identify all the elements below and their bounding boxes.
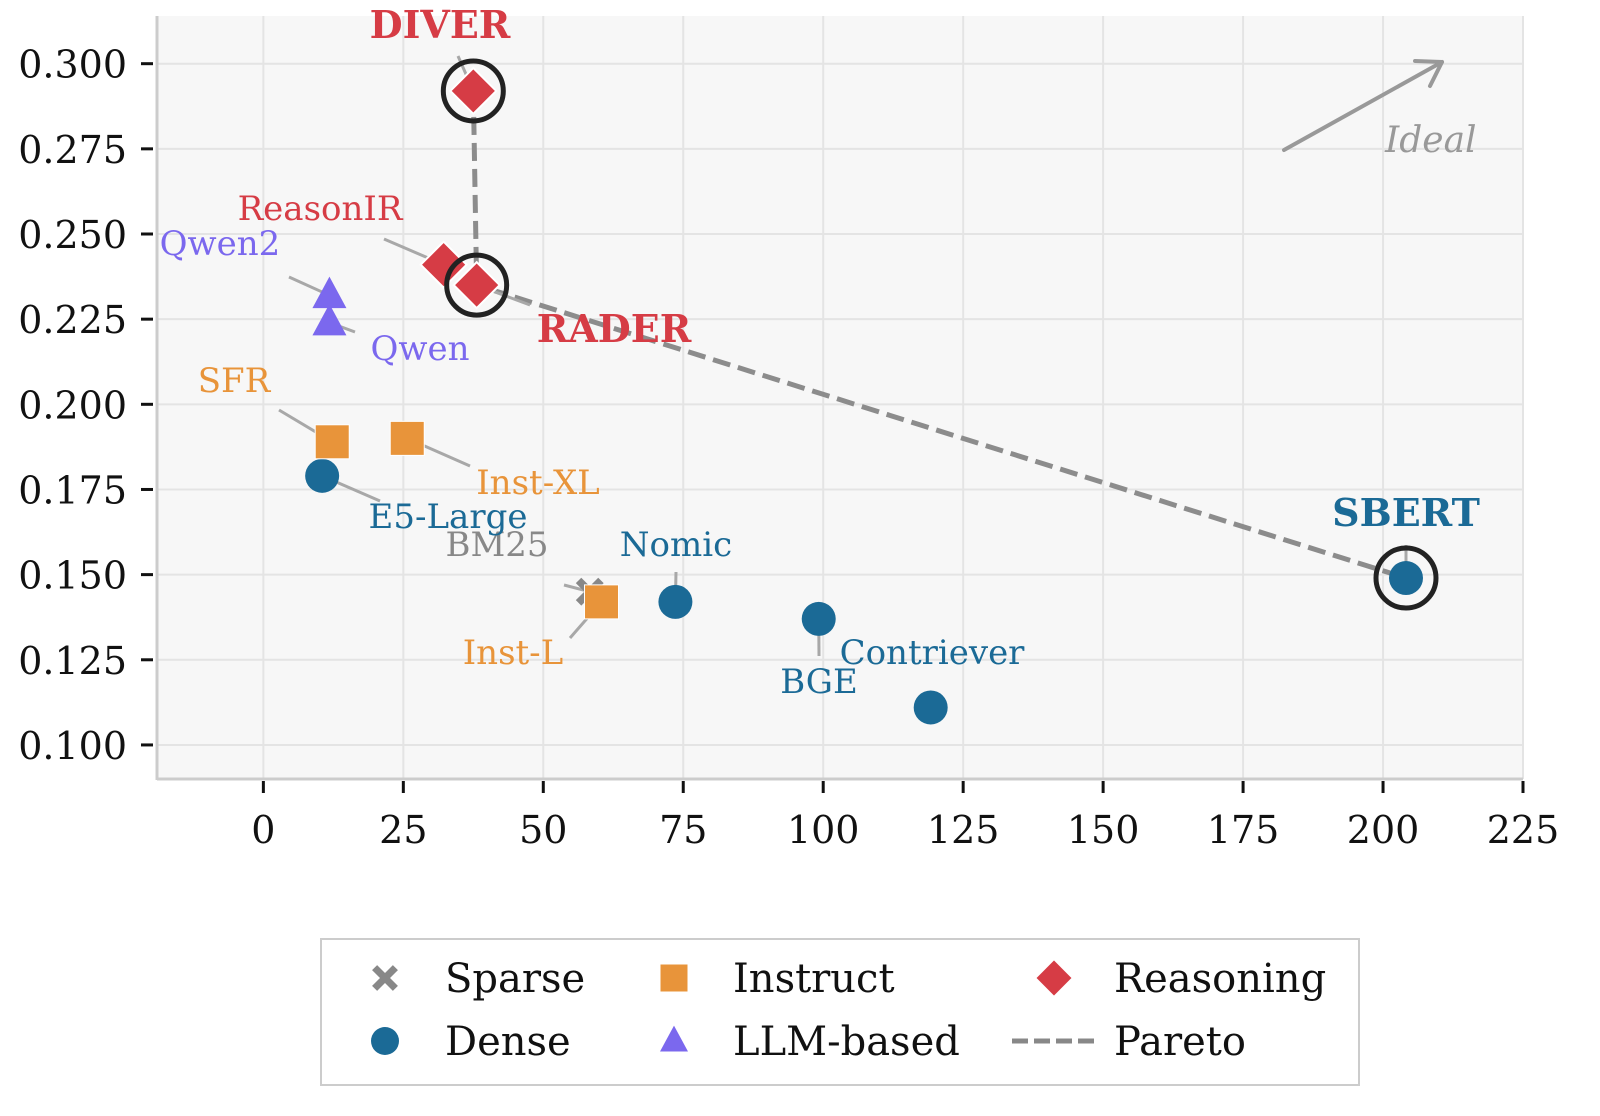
x-tick-label: 25 (379, 808, 427, 852)
highlight-ring-rader (444, 252, 510, 318)
label-rader: RADER (537, 306, 692, 351)
marker-rader (452, 260, 502, 310)
x-tick-label: 0 (251, 808, 275, 852)
marker-diver (448, 66, 498, 116)
x-tick-label: 125 (927, 808, 1000, 852)
marker-sbert (1388, 561, 1423, 596)
x-tick-label: 75 (659, 808, 707, 852)
x-tick-label: 175 (1207, 808, 1280, 852)
ideal-arrowhead-icon (1413, 59, 1444, 88)
marker-inst-xl (389, 420, 425, 456)
y-tick-label: 0.225 (18, 298, 127, 342)
label-bm25: BM25 (445, 525, 548, 565)
x-stroke (372, 965, 398, 991)
y-tick-label: 0.150 (18, 554, 127, 598)
marker-reasonir (419, 240, 469, 290)
ideal-label: Ideal (1384, 120, 1477, 161)
label-contriever: Contriever (840, 633, 1026, 673)
highlight-ring-sbert (1373, 545, 1439, 611)
legend-label-sparse: Sparse (445, 956, 585, 1002)
label-nomic: Nomic (620, 525, 732, 565)
grid-lines (157, 16, 1524, 779)
ideal-arrow-icon (1282, 60, 1444, 152)
pareto-highlight-rings (440, 58, 1439, 611)
marker-nomic (658, 584, 693, 619)
data-markers (305, 66, 1423, 725)
y-tick-label: 0.275 (18, 128, 127, 172)
x-tick-label: 200 (1347, 808, 1420, 852)
label-qwen: Qwen (371, 329, 470, 369)
label-inst-l: Inst-L (463, 633, 564, 673)
legend-marker-llm-based (660, 1025, 688, 1052)
y-tick-label: 0.125 (18, 639, 127, 683)
y-tick-label: 0.100 (18, 724, 127, 768)
legend-frame (320, 938, 1360, 1086)
legend-label-dense: Dense (445, 1019, 571, 1065)
y-tick-label: 0.300 (18, 43, 127, 87)
label-sfr: SFR (198, 361, 272, 401)
legend-label-instruct: Instruct (733, 956, 895, 1002)
legend-marker-instruct (659, 963, 689, 993)
legend-marker-dense (371, 1027, 399, 1055)
x-tick-label: 225 (1487, 808, 1560, 852)
label-e5-large: E5-Large (369, 497, 528, 537)
x-tick-label: 50 (519, 808, 567, 852)
marker-qwen (312, 303, 347, 336)
label-qwen2: Qwen2 (160, 224, 281, 264)
y-tick-label: 0.250 (18, 213, 127, 257)
label-inst-xl: Inst-XL (476, 463, 600, 503)
legend-label-pareto: Pareto (1114, 1019, 1246, 1065)
ideal-annotation: Ideal (1282, 59, 1477, 161)
y-tick-label: 0.200 (18, 383, 127, 427)
legend-marker-reasoning (1033, 957, 1075, 999)
marker-qwen2 (312, 276, 347, 309)
marker-inst-l (584, 584, 620, 620)
legend-label-llm-based: LLM-based (733, 1019, 960, 1065)
marker-bge (801, 601, 836, 636)
y-tick-label: 0.175 (18, 468, 127, 512)
legend-marker-sparse (372, 965, 398, 991)
label-bge: BGE (780, 662, 858, 702)
label-sbert: SBERT (1332, 490, 1480, 535)
legend-label-reasoning: Reasoning (1114, 956, 1326, 1002)
marker-e5-large (305, 458, 340, 493)
x-tick-label: 150 (1067, 808, 1140, 852)
x-tick-label: 100 (787, 808, 860, 852)
marker-contriever (913, 690, 948, 725)
axes: 0 25 50 75 100 125 150 175 200 225 0.100 0.125 0.150… (18, 16, 1559, 852)
marker-sfr (314, 424, 350, 460)
highlight-ring-diver (440, 58, 506, 124)
legend: Sparse Instruct Reasoning Dense LLM-based Par… (320, 938, 1360, 1086)
label-reasonir: ReasonIR (238, 189, 404, 229)
label-diver: DIVER (370, 2, 511, 47)
